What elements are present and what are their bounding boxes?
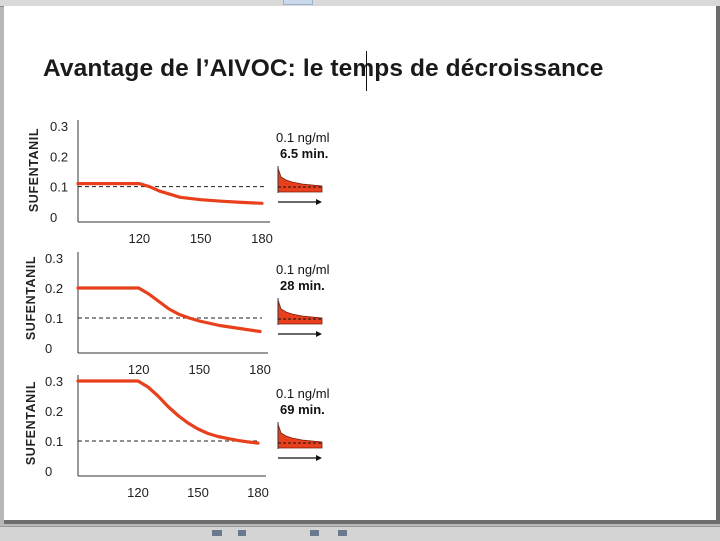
inset-time: 28 min.	[280, 278, 325, 293]
x-tick-label: 150	[188, 362, 210, 377]
inset-arrow-head	[316, 199, 322, 205]
x-tick-label: 120	[128, 231, 150, 246]
y-tick-label: 0.1	[45, 434, 63, 449]
x-tick-label: 180	[251, 231, 273, 246]
x-tick-label: 180	[247, 485, 269, 500]
inset-decay-area	[277, 167, 323, 193]
y-axis-label: SUFENTANIL	[24, 381, 38, 465]
chart-panel-2: 0.3 0.2 0.1 0 120 150 180 SUFENTANIL 0.1 ng/ml28…	[24, 251, 330, 377]
chart-panel-1: 0.3 0.2 0.1 0 120 150 180 SUFENTANIL 0.1 ng/ml6.…	[27, 119, 330, 246]
y-tick-label: 0.2	[45, 404, 63, 419]
slide	[4, 6, 720, 524]
window-tab[interactable]	[283, 0, 313, 5]
decay-inset-1: 0.1 ng/ml6.5 min.	[276, 130, 330, 205]
y-tick-label: 0.1	[45, 311, 63, 326]
inset-arrow-head	[316, 331, 322, 337]
y-tick-label: 0.3	[50, 119, 68, 134]
x-tick-label: 150	[190, 231, 212, 246]
y-axis-label: SUFENTANIL	[24, 256, 38, 340]
series-line	[76, 286, 262, 334]
y-tick-label: 0	[50, 210, 57, 225]
taskbar-mark	[310, 530, 319, 536]
text-cursor	[366, 51, 367, 91]
inset-concentration: 0.1 ng/ml	[276, 130, 330, 145]
inset-concentration: 0.1 ng/ml	[276, 386, 330, 401]
y-tick-label: 0	[45, 464, 52, 479]
x-tick-label: 180	[249, 362, 271, 377]
y-tick-label: 0.1	[50, 180, 68, 195]
taskbar-mark	[212, 530, 222, 536]
y-tick-label: 0.3	[45, 251, 63, 266]
inset-concentration: 0.1 ng/ml	[276, 262, 330, 277]
y-tick-label: 0	[45, 341, 52, 356]
inset-time: 6.5 min.	[280, 146, 328, 161]
y-tick-label: 0.2	[50, 149, 68, 164]
window-bottom-strip	[0, 526, 720, 541]
inset-time: 69 min.	[280, 402, 325, 417]
x-tick-label: 120	[128, 362, 150, 377]
x-tick-label: 150	[187, 485, 209, 500]
series-line	[76, 379, 260, 445]
taskbar-mark	[338, 530, 347, 536]
inset-decay-area	[277, 423, 323, 449]
x-tick-label: 120	[127, 485, 149, 500]
series-line	[76, 182, 264, 205]
y-tick-label: 0.3	[45, 374, 63, 389]
y-tick-label: 0.2	[45, 281, 63, 296]
slide-title: Avantage de l’AIVOC: le temps de décrois…	[43, 55, 604, 82]
chart-panel-3: 0.3 0.2 0.1 0 120 150 180 SUFENTANIL 0.1 ng/ml69…	[24, 374, 330, 500]
inset-decay-area	[277, 299, 323, 325]
taskbar-mark	[238, 530, 246, 536]
y-axis-label: SUFENTANIL	[27, 128, 41, 212]
inset-arrow-head	[316, 455, 322, 461]
